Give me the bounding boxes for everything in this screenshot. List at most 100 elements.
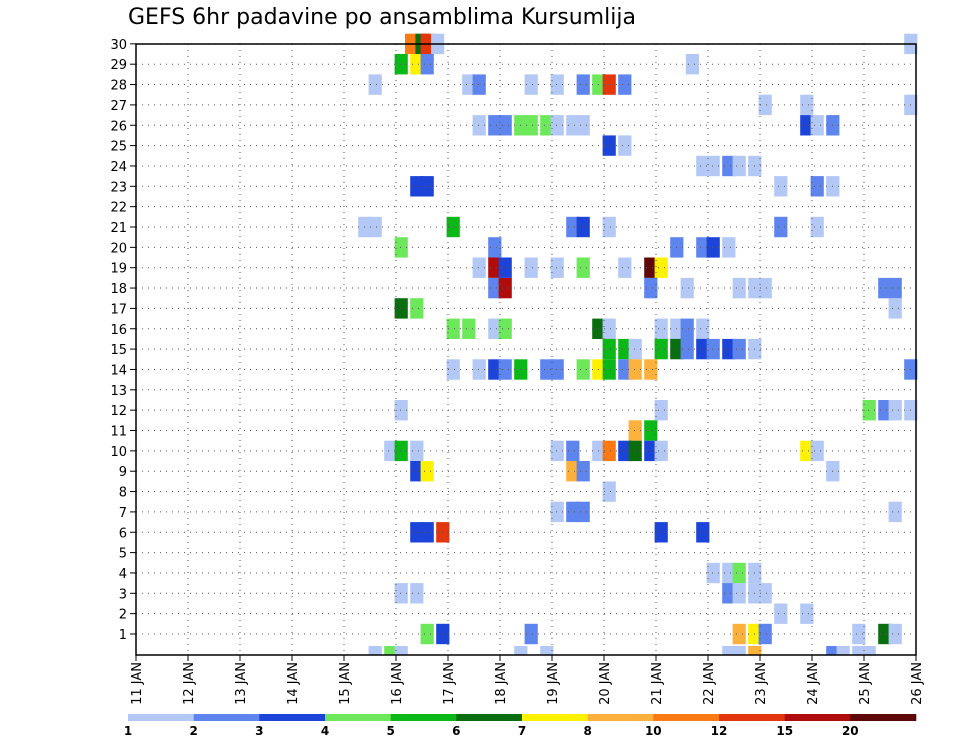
x-tick-label: 22 JAN bbox=[702, 662, 717, 705]
precip-cell bbox=[826, 646, 840, 655]
precip-cell bbox=[878, 277, 892, 299]
precip-cell bbox=[852, 623, 866, 645]
colorbar-swatch bbox=[390, 714, 457, 721]
precip-cell bbox=[488, 359, 502, 380]
y-tick-label: 2 bbox=[119, 608, 127, 623]
y-tick-label: 20 bbox=[110, 241, 127, 256]
precip-cell bbox=[644, 277, 658, 299]
precip-cell bbox=[524, 623, 538, 645]
y-tick-label: 3 bbox=[119, 587, 127, 602]
colorbar-label: 15 bbox=[776, 724, 793, 738]
precip-cell bbox=[722, 237, 736, 258]
precip-cell bbox=[618, 257, 632, 278]
precip-cell bbox=[602, 216, 616, 238]
precip-cell bbox=[888, 400, 902, 421]
precip-cell bbox=[550, 359, 564, 380]
precip-cell bbox=[774, 603, 788, 624]
precip-cell bbox=[628, 420, 642, 441]
precip-cell bbox=[410, 54, 424, 75]
y-tick-label: 23 bbox=[110, 180, 127, 195]
y-tick-label: 1 bbox=[119, 628, 127, 643]
precip-cell bbox=[540, 359, 554, 380]
precip-cell bbox=[680, 338, 694, 360]
precip-cell bbox=[748, 646, 762, 655]
precip-cell bbox=[618, 74, 632, 95]
precip-cell bbox=[758, 583, 772, 604]
precip-cell bbox=[540, 115, 554, 136]
colorbar-swatch bbox=[456, 714, 523, 721]
precip-cell bbox=[602, 74, 616, 95]
colorbar-swatch bbox=[325, 714, 391, 721]
precip-cell bbox=[888, 501, 902, 523]
precip-cell bbox=[410, 461, 424, 482]
x-tick-label: 13 JAN bbox=[234, 662, 249, 705]
precip-cell bbox=[498, 318, 512, 339]
precip-cell bbox=[618, 440, 632, 462]
colorbar: 1 2 3 4 5 6 7 8 10 12 15 20 bbox=[124, 714, 917, 738]
colorbar-label: 5 bbox=[387, 724, 395, 738]
precip-cell bbox=[410, 298, 424, 319]
precip-cell bbox=[758, 94, 772, 116]
precip-cell bbox=[410, 522, 424, 543]
precip-cell bbox=[680, 277, 694, 299]
y-tick-label: 25 bbox=[110, 140, 127, 155]
precip-cell bbox=[810, 440, 824, 462]
precip-cell bbox=[602, 318, 616, 339]
precip-cell bbox=[618, 359, 632, 380]
precip-cell bbox=[410, 176, 424, 197]
colorbar-swatch bbox=[522, 714, 588, 721]
precip-cell bbox=[758, 277, 772, 299]
precip-cell bbox=[644, 359, 658, 380]
y-tick-label: 28 bbox=[110, 79, 127, 94]
precip-cell bbox=[628, 359, 642, 380]
precip-cell bbox=[576, 461, 590, 482]
colorbar-label: 20 bbox=[842, 724, 859, 738]
precip-cell bbox=[550, 74, 564, 95]
precip-cell bbox=[462, 318, 476, 339]
precip-cell bbox=[488, 318, 502, 339]
precip-cell bbox=[888, 298, 902, 319]
precip-cell bbox=[602, 135, 616, 156]
colorbar-label: 3 bbox=[255, 724, 263, 738]
precip-cell bbox=[540, 646, 554, 655]
x-axis: 11 JAN 12 JAN 13 JAN 14 JAN 15 JAN 16 JAN 17 J… bbox=[130, 655, 925, 705]
precip-cell bbox=[732, 562, 746, 584]
precip-cell bbox=[472, 115, 486, 136]
precip-cell bbox=[420, 176, 434, 197]
y-tick-label: 27 bbox=[110, 99, 127, 114]
precip-cell bbox=[644, 420, 658, 441]
colorbar-swatch bbox=[259, 714, 326, 721]
precip-cell bbox=[878, 400, 892, 421]
precip-cell bbox=[732, 646, 746, 655]
x-tick-label: 21 JAN bbox=[650, 662, 665, 705]
precip-cell bbox=[394, 583, 408, 604]
precip-cell bbox=[394, 237, 408, 258]
y-tick-label: 10 bbox=[110, 445, 127, 460]
precip-cell bbox=[852, 646, 866, 655]
y-tick-label: 24 bbox=[110, 160, 127, 175]
x-tick-label: 16 JAN bbox=[390, 662, 405, 705]
colorbar-label: 8 bbox=[584, 724, 592, 738]
y-tick-label: 22 bbox=[110, 201, 127, 216]
precip-cell bbox=[498, 115, 512, 136]
precip-cell bbox=[446, 318, 460, 339]
precip-cell bbox=[878, 623, 892, 645]
precip-cell bbox=[654, 400, 668, 421]
precip-cell bbox=[628, 338, 642, 360]
y-tick-label: 26 bbox=[110, 119, 127, 134]
y-tick-label: 14 bbox=[110, 363, 127, 378]
precip-cell bbox=[654, 440, 668, 462]
precip-cell bbox=[498, 359, 512, 380]
y-tick-label: 13 bbox=[110, 384, 127, 399]
y-tick-label: 6 bbox=[119, 526, 127, 541]
y-tick-label: 29 bbox=[110, 58, 127, 73]
colorbar-swatch bbox=[128, 714, 194, 721]
precip-cell bbox=[800, 440, 814, 462]
precip-cell bbox=[602, 338, 616, 360]
precip-cell bbox=[862, 400, 876, 421]
x-tick-label: 18 JAN bbox=[494, 662, 509, 705]
precip-cell bbox=[654, 318, 668, 339]
precip-cell bbox=[654, 522, 668, 543]
precip-cell bbox=[410, 440, 424, 462]
precip-cell bbox=[628, 440, 642, 462]
